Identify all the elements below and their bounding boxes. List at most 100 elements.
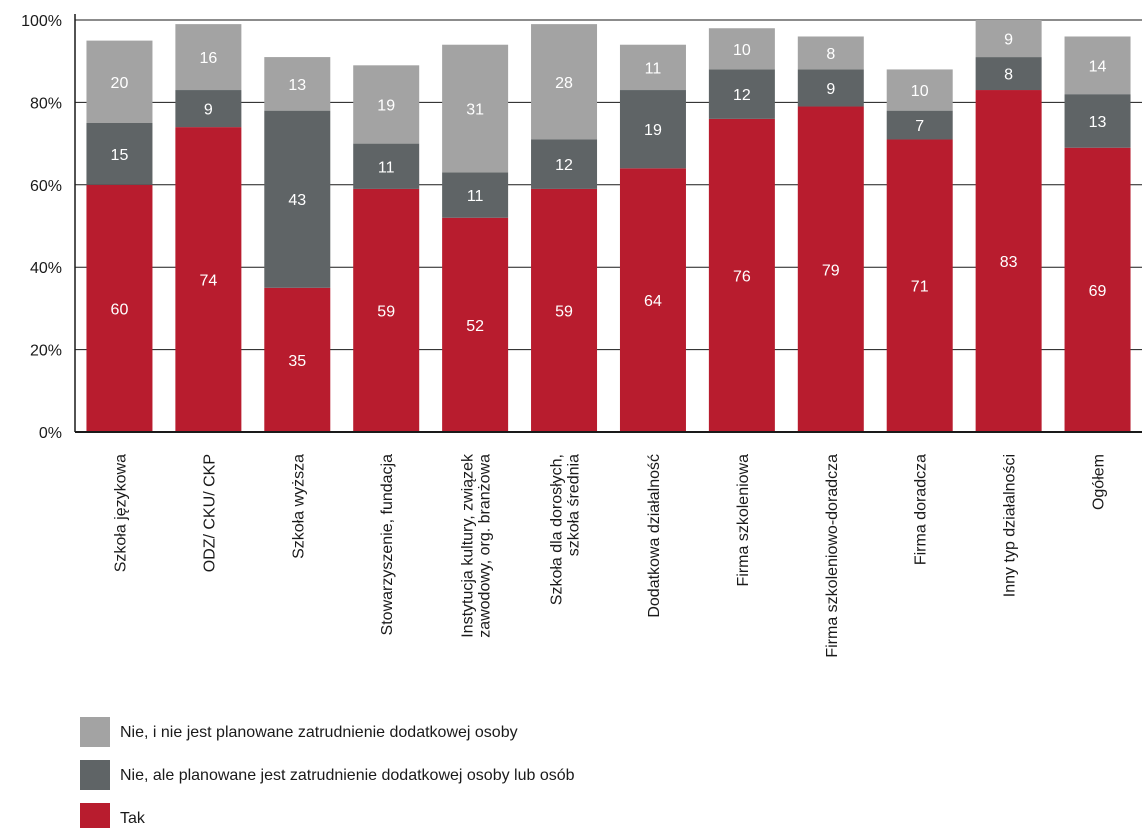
y-tick-label: 80%	[30, 95, 62, 112]
data-label: 19	[644, 122, 662, 139]
bar-segment	[886, 110, 953, 140]
legend-swatch	[80, 803, 110, 828]
bar-segment	[797, 106, 864, 433]
x-tick-label: Dodatkowa działalność	[646, 454, 663, 618]
y-tick-label: 60%	[30, 178, 62, 195]
data-label: 76	[733, 268, 751, 285]
y-tick-label: 40%	[30, 260, 62, 277]
data-label: 7	[915, 118, 924, 135]
bar-segment	[797, 36, 864, 70]
data-label: 43	[288, 192, 306, 209]
x-tick-label: ODZ/ CKU/ CKP	[201, 454, 218, 572]
bar-segment	[975, 90, 1042, 432]
data-label: 8	[1004, 67, 1013, 84]
x-tick-label: Firma doradcza	[913, 454, 930, 565]
data-label: 14	[1089, 58, 1107, 75]
y-tick-label: 100%	[21, 13, 62, 30]
bar-segment	[264, 287, 331, 432]
bar-segment	[975, 57, 1042, 91]
legend-label: Nie, i nie jest planowane zatrudnienie d…	[120, 724, 518, 741]
bar-segment	[797, 69, 864, 107]
y-tick-label: 20%	[30, 343, 62, 360]
data-label: 31	[466, 102, 484, 119]
x-tick-label: Szkoła dla dorosłych,	[549, 454, 566, 605]
data-label: 12	[555, 157, 573, 174]
legend: Nie, i nie jest planowane zatrudnienie d…	[80, 717, 575, 828]
data-label: 35	[288, 353, 306, 370]
data-label: 13	[288, 77, 306, 94]
bar-segment	[708, 69, 775, 119]
bar-segment	[86, 123, 153, 185]
bar-segment	[86, 184, 153, 432]
bar-segment	[175, 127, 242, 433]
x-tick-label: Szkoła językowa	[112, 454, 129, 572]
bar-segment	[353, 65, 420, 144]
bar-segment	[886, 139, 953, 433]
data-label: 79	[822, 262, 840, 279]
x-tick-label: Instytucja kultury, związek	[460, 453, 477, 638]
data-label: 59	[377, 303, 395, 320]
bar-segment	[619, 44, 686, 91]
x-tick-label: Szkoła wyższa	[290, 454, 307, 559]
bar-segment	[264, 110, 331, 288]
bar-segment	[708, 118, 775, 432]
data-label: 20	[111, 75, 129, 92]
bar-segment	[442, 217, 509, 432]
data-label: 11	[378, 159, 395, 176]
x-tick-label: Firma szkoleniowa	[735, 454, 752, 587]
bar-segment	[619, 90, 686, 169]
bar-segment	[175, 90, 242, 128]
bar-segment	[531, 139, 598, 189]
legend-swatch	[80, 760, 110, 790]
legend-label: Nie, ale planowane jest zatrudnienie dod…	[120, 767, 575, 784]
data-label: 11	[645, 60, 662, 77]
y-axis-tick-labels: 0% 20% 40% 60% 80% 100%	[21, 13, 62, 442]
bar-segment	[619, 168, 686, 432]
x-tick-label: Inny typ działalności	[1002, 454, 1019, 597]
data-label: 9	[826, 81, 835, 98]
data-label: 69	[1089, 283, 1107, 300]
data-label: 11	[467, 188, 484, 205]
x-tick-label: Firma szkoleniowo-doradcza	[824, 454, 841, 658]
bar-segment	[1064, 36, 1131, 95]
data-label: 19	[377, 97, 395, 114]
data-label: 13	[1089, 114, 1107, 131]
bar-segment	[86, 40, 153, 123]
x-axis-category-labels: Szkoła językowa ODZ/ CKU/ CKP Szkoła wyższ…	[112, 453, 1107, 658]
x-tick-label: szkoła średnia	[566, 454, 583, 556]
data-label: 28	[555, 75, 573, 92]
data-label: 10	[911, 83, 929, 100]
bar-segment	[442, 172, 509, 218]
x-tick-label: Ogółem	[1091, 454, 1108, 510]
data-label: 74	[199, 273, 217, 290]
data-label: 59	[555, 303, 573, 320]
x-tick-label: Stowarzyszenie, fundacja	[379, 454, 396, 636]
data-label: 15	[111, 147, 129, 164]
data-label: 60	[111, 301, 129, 318]
data-label: 71	[911, 279, 929, 296]
bar-segment	[531, 24, 598, 140]
axes	[74, 14, 1142, 433]
y-tick-label: 0%	[39, 425, 62, 442]
bar-segment	[975, 20, 1042, 58]
data-label: 9	[204, 102, 213, 119]
gridlines	[75, 19, 1142, 351]
bars: 60 15 20 74 9 16 35 43 13 59 11 19 52 11 31 59 12 28 64 19 1…	[86, 20, 1131, 433]
data-label: 9	[1004, 32, 1013, 49]
bar-segment	[1064, 94, 1131, 148]
legend-label: Tak	[120, 810, 146, 827]
data-label: 12	[733, 87, 751, 104]
bar-segment	[175, 24, 242, 91]
data-label: 10	[733, 42, 751, 59]
x-tick-label: zawodowy, org. branżowa	[477, 454, 494, 638]
data-label: 52	[466, 318, 484, 335]
bar-segment	[1064, 147, 1131, 432]
bar-segment	[708, 28, 775, 70]
data-label: 64	[644, 293, 662, 310]
data-label: 83	[1000, 254, 1018, 271]
data-label: 8	[826, 46, 835, 63]
bar-segment	[886, 69, 953, 111]
bar-segment	[353, 188, 420, 432]
bar-segment	[264, 57, 331, 111]
